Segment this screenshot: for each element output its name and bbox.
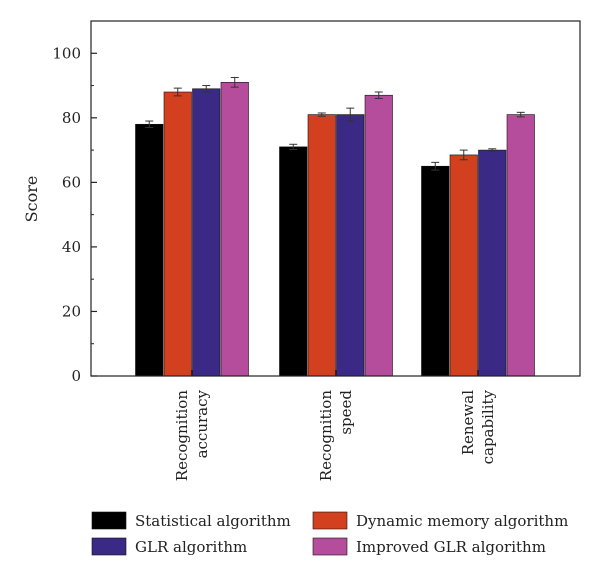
y-axis-title: Score (22, 176, 41, 223)
legend-item-2: Dynamic memory algorithm (312, 511, 568, 530)
error-bar-2-3 (459, 149, 468, 161)
x-category-label-line: speed (337, 390, 355, 435)
x-category-label-line: accuracy (193, 389, 211, 458)
error-bar-2-2 (317, 112, 326, 117)
legend-swatch (91, 537, 127, 556)
bar-1-1 (135, 123, 164, 377)
x-category-label-1: Recognition accuracy (173, 389, 211, 481)
x-category-label-2: Recognition speed (317, 390, 355, 482)
error-bar-1-3 (431, 161, 440, 171)
bar-2-2 (307, 114, 336, 377)
y-tick-label-0: 0 (71, 367, 81, 385)
legend-item-4: Improved GLR algorithm (312, 537, 546, 556)
error-bar-3-1 (202, 85, 211, 93)
x-category-label-line: Recognition (173, 390, 191, 482)
bar-3-1 (192, 88, 221, 377)
error-bar-1-2 (289, 143, 298, 150)
bar-3-3 (478, 149, 507, 377)
x-category-label-line: capability (479, 389, 497, 464)
error-bar-3-2 (346, 107, 355, 122)
error-bar-4-2 (374, 91, 383, 99)
bar-1-3 (421, 165, 450, 377)
y-tick-label-20: 20 (62, 302, 81, 320)
bar-2-1 (163, 91, 192, 377)
x-category-label-3: Renewal capability (459, 389, 497, 464)
bar-4-3 (506, 114, 535, 377)
error-bar-4-1 (230, 76, 239, 88)
legend-label: Dynamic memory algorithm (356, 512, 568, 530)
legend-label: Improved GLR algorithm (356, 538, 546, 556)
bar-2-3 (449, 154, 478, 377)
y-tick-label-80: 80 (62, 109, 81, 127)
legend-swatch (91, 511, 127, 530)
legend-label: GLR algorithm (135, 538, 247, 556)
legend-label: Statistical algorithm (135, 512, 291, 530)
x-category-label-line: Recognition (317, 390, 335, 482)
bar-3-2 (336, 114, 365, 377)
legend-item-3: GLR algorithm (91, 537, 247, 556)
error-bars-layer (145, 76, 525, 171)
legend-item-1: Statistical algorithm (91, 511, 291, 530)
y-axis: 0 20 40 60 80 100 (52, 44, 97, 385)
bars-layer (135, 82, 535, 377)
y-tick-label-40: 40 (62, 238, 81, 256)
error-bar-4-3 (516, 111, 525, 118)
error-bar-2-1 (173, 87, 182, 97)
x-axis: Recognition accuracy Recognition speed Renew… (173, 370, 497, 481)
legend-swatch (312, 511, 348, 530)
bar-4-1 (220, 82, 249, 377)
y-tick-label-60: 60 (62, 173, 81, 191)
x-category-label-line: Renewal (459, 390, 477, 455)
bar-4-2 (364, 94, 393, 377)
legend-swatch (312, 537, 348, 556)
y-tick-label-100: 100 (52, 44, 81, 62)
error-bar-3-3 (488, 148, 497, 152)
bar-1-2 (279, 146, 308, 377)
legend: Statistical algorithm Dynamic memory algo… (91, 511, 568, 556)
error-bar-1-1 (145, 120, 154, 128)
